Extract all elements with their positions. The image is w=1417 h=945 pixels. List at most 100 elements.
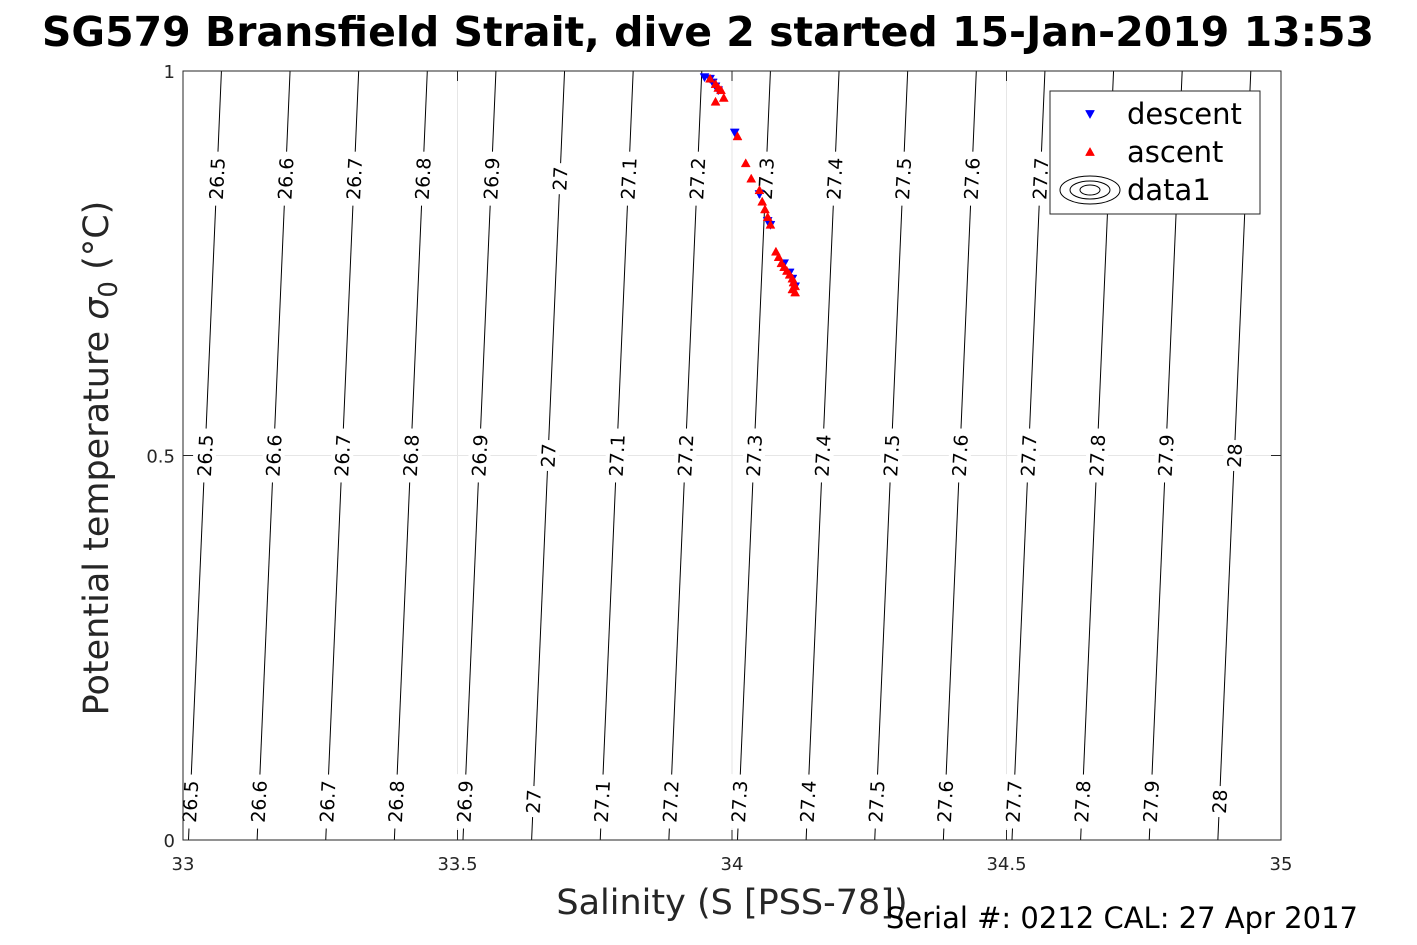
y-axis-label: Potential temperature σ0 (°C)	[77, 201, 124, 716]
y-axis-label-main: Potential temperature	[77, 320, 117, 716]
density-contour-label-group: 27.2	[672, 427, 698, 484]
chart-title: SG579 Bransfield Strait, dive 2 started …	[42, 8, 1374, 56]
density-contour-label: 26.6	[262, 434, 286, 477]
contour-label-background	[192, 427, 218, 484]
contour-label-background	[658, 774, 683, 830]
contour-label-background	[548, 162, 572, 195]
legend-marker-descent	[1085, 110, 1095, 120]
density-contour-labels: 26.5 26.5 26.5 26.6 26.6 26.6 26.7 26.7 26.7 26.8…	[177, 151, 1259, 830]
density-contour-label-group: 26.8	[398, 427, 424, 484]
density-contour-label: 27.2	[659, 780, 683, 823]
density-contour-label: 27.3	[743, 434, 767, 477]
density-contour-label: 27.8	[1071, 780, 1095, 823]
ascent-point	[757, 196, 768, 206]
legend-label-data1: data1	[1127, 173, 1211, 207]
density-contour-label-group: 27.6	[947, 427, 973, 484]
y-axis-label-unit: (°C)	[77, 201, 117, 281]
density-contour-label: 26.8	[400, 434, 424, 477]
density-contour-label-group: 27.1	[604, 427, 630, 484]
density-contour-label-group: 27.3	[741, 427, 767, 484]
density-contour-label: 27	[549, 166, 572, 191]
ascent-point	[716, 85, 726, 95]
contour-label-background	[1153, 427, 1179, 484]
contour-label-background	[467, 427, 492, 484]
density-contour-label: 27.6	[949, 434, 973, 477]
contour-label-background	[589, 774, 615, 830]
contour-label-background	[947, 427, 973, 484]
legend-marker-data1	[1059, 175, 1121, 205]
contour-label-background	[604, 427, 630, 484]
density-contour-label: 27.1	[606, 434, 630, 477]
density-contour-label-group: 27.4	[795, 774, 821, 830]
x-tick-label: 33.5	[437, 854, 477, 875]
legend-marker-ascent	[1085, 146, 1095, 156]
density-contour-label-group: 26.7	[329, 427, 355, 484]
ascent-point	[705, 73, 715, 83]
density-contour-label-group: 27	[548, 162, 573, 195]
x-tick-label: 34	[721, 854, 744, 875]
contour-label-background	[878, 427, 904, 484]
density-contour-label: 27.8	[1086, 434, 1110, 477]
ascent-point	[762, 212, 773, 221]
ascent-point	[760, 204, 770, 214]
contour-label-background	[795, 774, 821, 830]
density-contour-label: 27.1	[617, 157, 641, 200]
contour-label-background	[1016, 427, 1041, 484]
contour-label-background	[204, 151, 230, 207]
density-contour-label-group: 27	[536, 439, 561, 472]
contour-label-background	[536, 439, 560, 472]
contour-label-background	[932, 774, 958, 830]
density-contour-label: 26.8	[412, 157, 436, 200]
density-contour-label-group: 26.9	[452, 774, 478, 830]
density-contour-label: 27.1	[591, 780, 615, 823]
density-contour-label: 26.6	[248, 780, 272, 823]
ascent-point	[718, 92, 729, 102]
density-contour-label-group: 27.2	[684, 151, 710, 207]
density-contour-label-group: 27.1	[589, 774, 615, 830]
contour-label-background	[452, 774, 478, 830]
contour-label-background	[959, 151, 985, 207]
density-contour-label-group: 26.8	[383, 774, 409, 830]
contour-label-background	[672, 427, 698, 484]
density-contour-label: 27	[523, 789, 546, 814]
density-contour-label: 27.7	[1029, 157, 1053, 200]
x-tick-label: 34.5	[986, 854, 1026, 875]
density-contour-label-group: 27.4	[810, 427, 836, 484]
density-contour-label-group: 26.6	[261, 427, 287, 484]
contour-label-background	[261, 427, 286, 484]
density-contour-label-group: 26.8	[410, 151, 436, 207]
ascent-point	[754, 185, 765, 195]
density-contour-label-group: 26.7	[314, 774, 340, 830]
contour-label-background	[329, 427, 355, 484]
density-contour-label-group: 26.5	[192, 427, 218, 484]
contour-label-background	[246, 774, 272, 830]
series-ascent	[705, 73, 801, 297]
density-contour-label-group: 26.9	[467, 427, 493, 484]
ascent-point	[732, 131, 743, 141]
density-contour-label-group: 28	[1222, 439, 1247, 472]
contour-label-background	[616, 151, 641, 207]
data-series	[699, 73, 801, 297]
legend-contour-ring	[1079, 184, 1101, 196]
contour-label-background	[741, 427, 767, 484]
density-contour-label: 26.5	[206, 157, 230, 200]
density-contour-label: 27.9	[1140, 780, 1164, 823]
density-contour-label: 26.8	[385, 780, 409, 823]
density-contour-label-group: 26.6	[246, 774, 272, 830]
density-contour-label-group: 27.2	[658, 774, 684, 830]
contour-label-background	[810, 427, 835, 484]
ascent-point	[710, 96, 721, 106]
ascent-point	[765, 219, 776, 229]
density-contour-label-group: 27.5	[863, 774, 889, 830]
density-contour-label: 28	[1224, 443, 1247, 468]
density-contour-label: 27.6	[934, 780, 958, 823]
density-contour-label-group: 27.5	[890, 151, 916, 207]
density-contour-label: 27.6	[961, 157, 985, 200]
ascent-point	[746, 173, 757, 183]
contour-label-background	[726, 774, 752, 830]
contour-label-background	[398, 427, 424, 484]
density-contour-label: 26.6	[274, 157, 298, 200]
density-contour-label: 27	[537, 443, 560, 468]
contour-label-background	[314, 774, 340, 830]
contour-label-background	[1027, 151, 1053, 207]
